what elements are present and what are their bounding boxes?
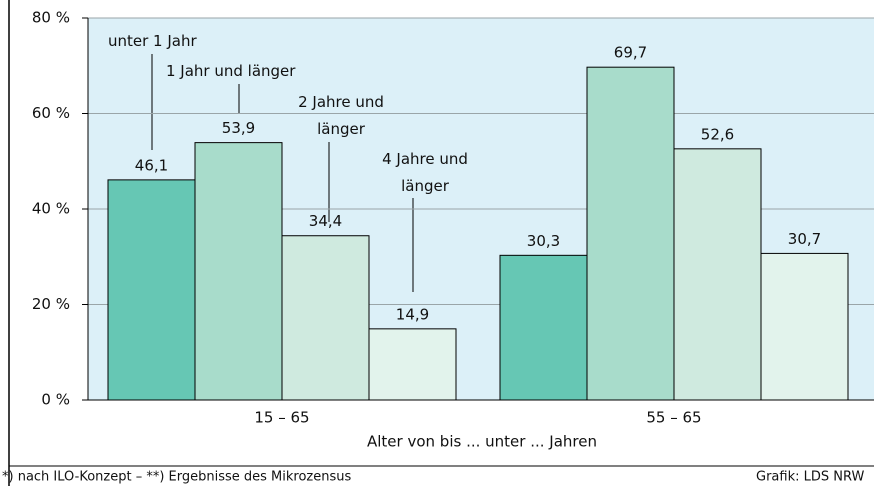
y-tick-label: 20 % xyxy=(32,295,70,313)
bar xyxy=(368,328,457,401)
y-tick-label: 0 % xyxy=(41,391,70,409)
value-label: 30,7 xyxy=(788,230,821,248)
bar xyxy=(586,66,675,401)
bar xyxy=(673,148,762,401)
footnote: *) nach ILO-Konzept – **) Ergebnisse des… xyxy=(2,470,351,485)
value-label: 14,9 xyxy=(396,305,429,323)
value-label: 53,9 xyxy=(222,119,255,137)
series-label: 2 Jahre und länger xyxy=(298,93,384,138)
value-label: 69,7 xyxy=(614,44,647,62)
value-label: 46,1 xyxy=(135,156,168,174)
x-tick-label: 15 – 65 xyxy=(254,409,309,427)
x-tick-label: 55 – 65 xyxy=(646,409,701,427)
bar xyxy=(281,235,370,401)
bar xyxy=(107,179,196,401)
y-tick-label: 80 % xyxy=(32,9,70,27)
bar xyxy=(760,252,849,401)
y-tick-label: 60 % xyxy=(32,104,70,122)
series-label: 4 Jahre und länger xyxy=(382,150,468,195)
y-tick-label: 40 % xyxy=(32,200,70,218)
value-label: 30,3 xyxy=(527,232,560,250)
series-label: 1 Jahr und länger xyxy=(166,62,296,80)
x-axis-label: Alter von bis ... unter ... Jahren xyxy=(367,433,597,451)
value-label: 52,6 xyxy=(701,125,734,143)
bar xyxy=(499,254,588,401)
source: Grafik: LDS NRW xyxy=(756,470,864,485)
value-label: 34,4 xyxy=(309,212,342,230)
bar xyxy=(194,142,283,401)
series-label: unter 1 Jahr xyxy=(108,32,197,50)
